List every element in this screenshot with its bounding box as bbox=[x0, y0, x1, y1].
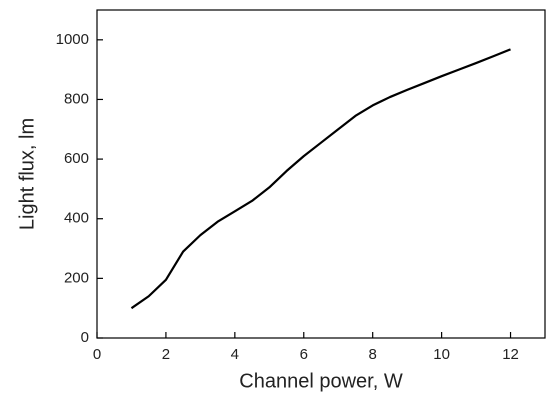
y-tick-label: 400 bbox=[64, 210, 89, 227]
x-tick-label: 8 bbox=[369, 346, 377, 363]
y-axis-title: Light flux, lm bbox=[16, 118, 38, 230]
data-line bbox=[130, 48, 511, 310]
y-tick-label: 1000 bbox=[56, 31, 89, 48]
x-tick-label: 4 bbox=[231, 346, 239, 363]
y-tick-label: 800 bbox=[64, 90, 89, 107]
x-tick-label: 6 bbox=[300, 346, 308, 363]
x-axis-title: Channel power, W bbox=[239, 370, 403, 392]
x-tick-label: 10 bbox=[433, 346, 450, 363]
y-tick-label: 0 bbox=[81, 329, 89, 346]
plot-frame bbox=[96, 9, 546, 339]
y-tick-label: 600 bbox=[64, 150, 89, 167]
x-tick-label: 2 bbox=[162, 346, 170, 363]
y-tick-label: 200 bbox=[64, 269, 89, 286]
x-tick-label: 12 bbox=[502, 346, 519, 363]
x-tick-label: 0 bbox=[93, 346, 101, 363]
